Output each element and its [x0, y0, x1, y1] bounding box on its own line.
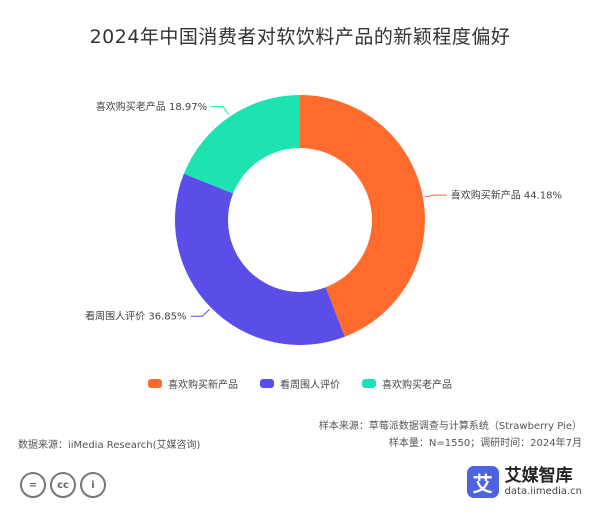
- sample-info: 样本来源：草莓派数据调查与计算系统（Strawberry Pie） 样本量：N=…: [319, 418, 582, 452]
- donut-chart: 喜欢购买新产品 44.18% 看周围人评价 36.85% 喜欢购买老产品 18.97…: [85, 95, 562, 345]
- brand-text: 艾媒智库 data.iimedia.cn: [504, 466, 582, 498]
- brand: 艾 艾媒智库 data.iimedia.cn: [466, 466, 582, 498]
- legend-item-others-reviews[interactable]: 看周围人评价: [260, 376, 340, 391]
- brand-url: data.iimedia.cn: [504, 486, 582, 497]
- nd-license-icon: =: [20, 472, 46, 498]
- license-badges: = cc i: [20, 472, 106, 498]
- data-label: 看周围人评价 36.85%: [85, 310, 186, 323]
- label-leader-line: [190, 308, 210, 317]
- data-label: 喜欢购买新产品 44.18%: [451, 189, 562, 202]
- legend-swatch: [362, 379, 376, 388]
- chart-legend: 喜欢购买新产品 看周围人评价 喜欢购买老产品: [0, 376, 600, 391]
- legend-swatch: [260, 379, 274, 388]
- legend-swatch: [148, 379, 162, 388]
- attribution-icon: i: [80, 472, 106, 498]
- slice-old-products[interactable]: [183, 95, 300, 194]
- sample-size: 样本量：N=1550；调研时间：2024年7月: [388, 438, 582, 449]
- chart-title: 2024年中国消费者对软饮料产品的新颖程度偏好: [89, 26, 511, 48]
- legend-label: 看周围人评价: [280, 380, 340, 391]
- label-leader-line: [211, 106, 230, 116]
- data-label: 喜欢购买老产品 18.97%: [96, 100, 207, 113]
- sample-source: 样本来源：草莓派数据调查与计算系统（Strawberry Pie）: [318, 421, 582, 432]
- cc-license-icon: cc: [50, 472, 76, 498]
- legend-label: 喜欢购买新产品: [168, 380, 238, 391]
- slice-others-reviews[interactable]: [174, 173, 345, 345]
- brand-logo-icon: 艾: [466, 466, 499, 498]
- data-source: 数据来源：iiMedia Research(艾媒咨询): [18, 440, 201, 451]
- slice-new-products[interactable]: [300, 95, 426, 337]
- legend-label: 喜欢购买老产品: [382, 380, 452, 391]
- legend-item-new-products[interactable]: 喜欢购买新产品: [148, 376, 238, 391]
- brand-name: 艾媒智库: [504, 466, 573, 486]
- label-leader-line: [424, 194, 447, 198]
- legend-item-old-products[interactable]: 喜欢购买老产品: [362, 376, 452, 391]
